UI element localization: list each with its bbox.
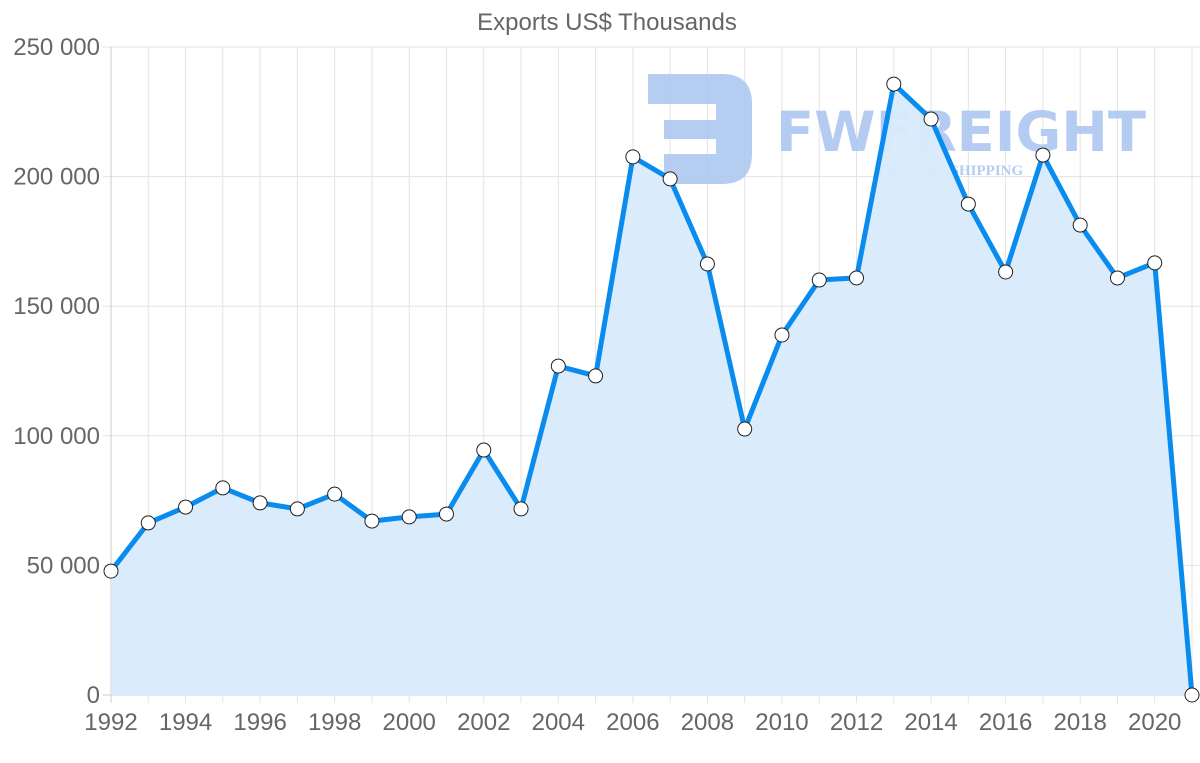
x-tick-label: 2014 (904, 709, 957, 736)
data-point-2015[interactable] (960, 196, 976, 212)
y-tick-label: 150 000 (13, 293, 100, 320)
data-point-2011[interactable] (811, 272, 827, 288)
series-area-fill (111, 84, 1192, 696)
y-tick-label: 200 000 (13, 164, 100, 191)
x-axis-ticks: 1992 1994 1996 1998 2000 2002 2004 2006 2008 2010… (84, 709, 1181, 736)
data-point-1992[interactable] (103, 563, 119, 579)
y-tick-label: 250 000 (13, 34, 100, 61)
x-tick-label: 2012 (830, 709, 883, 736)
data-point-2009[interactable] (737, 421, 753, 437)
data-point-2001[interactable] (438, 506, 454, 522)
y-tick-label: 100 000 (13, 423, 100, 450)
x-tick-label: 2020 (1128, 709, 1181, 736)
x-tick-label: 1998 (308, 709, 361, 736)
data-point-2008[interactable] (699, 256, 715, 272)
x-tick-label: 2010 (755, 709, 808, 736)
data-point-2021[interactable] (1184, 687, 1200, 703)
chart-title: Exports US$ Thousands (477, 9, 737, 36)
data-point-2014[interactable] (923, 111, 939, 127)
y-axis-ticks: 0 50 000 100 000 150 000 200 000 250 000 (13, 34, 100, 709)
data-point-1997[interactable] (289, 501, 305, 517)
x-tick-label: 1994 (159, 709, 212, 736)
x-tick-label: 2016 (979, 709, 1032, 736)
data-point-1994[interactable] (178, 499, 194, 515)
watermark-e-icon (648, 74, 752, 184)
data-point-2003[interactable] (513, 501, 529, 517)
y-tick-label: 50 000 (27, 552, 100, 579)
data-point-2012[interactable] (849, 270, 865, 286)
y-tick-label: 0 (87, 682, 100, 709)
data-point-2010[interactable] (774, 327, 790, 343)
data-point-2005[interactable] (588, 368, 604, 384)
data-point-1998[interactable] (327, 486, 343, 502)
data-points (103, 76, 1200, 703)
data-point-2013[interactable] (886, 76, 902, 92)
x-tick-label: 2002 (457, 709, 510, 736)
data-point-1999[interactable] (364, 513, 380, 529)
x-tick-label: 1992 (84, 709, 137, 736)
x-tick-label: 1996 (233, 709, 286, 736)
data-point-2017[interactable] (1035, 147, 1051, 163)
data-point-2006[interactable] (625, 149, 641, 165)
x-tick-label: 2018 (1053, 709, 1106, 736)
x-tick-label: 2008 (681, 709, 734, 736)
data-point-2020[interactable] (1147, 255, 1163, 271)
x-tick-label: 2004 (532, 709, 585, 736)
data-point-2007[interactable] (662, 171, 678, 187)
data-point-1995[interactable] (215, 480, 231, 496)
data-point-2002[interactable] (476, 442, 492, 458)
x-tick-label: 2006 (606, 709, 659, 736)
data-point-2000[interactable] (401, 509, 417, 525)
data-point-2019[interactable] (1109, 270, 1125, 286)
data-point-2004[interactable] (550, 358, 566, 374)
x-tick-label: 2000 (383, 709, 436, 736)
data-point-2016[interactable] (998, 264, 1014, 280)
data-point-1996[interactable] (252, 495, 268, 511)
data-point-1993[interactable] (140, 515, 156, 531)
watermark-brand: FWFREIGHT (776, 100, 1146, 164)
data-point-2018[interactable] (1072, 217, 1088, 233)
